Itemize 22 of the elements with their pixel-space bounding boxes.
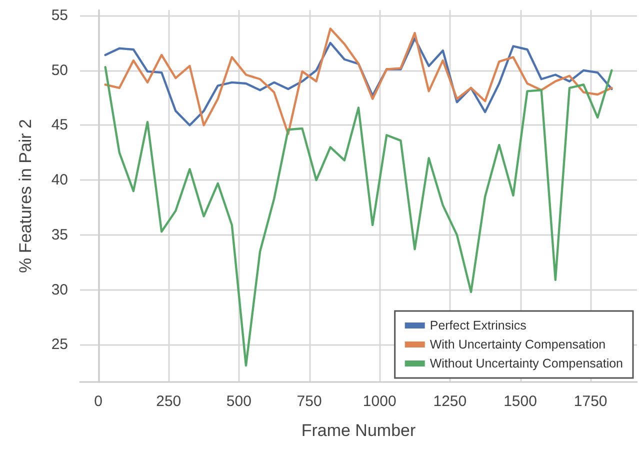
y-tick-label: 55 <box>51 6 68 24</box>
line-series <box>104 28 613 136</box>
line-series <box>104 37 613 126</box>
legend-label: Perfect Extrinsics <box>430 318 526 332</box>
legend-label: With Uncertainty Compensation <box>430 338 606 352</box>
y-tick-label: 40 <box>51 172 68 189</box>
y-tick-label: 35 <box>51 226 68 244</box>
x-tick-label: 1250 <box>433 393 467 410</box>
x-tick-label: 1000 <box>362 393 396 410</box>
x-axis-title: Frame Number <box>301 421 416 440</box>
x-tick-label: 750 <box>296 393 322 410</box>
x-tick-label: 1750 <box>574 393 608 410</box>
x-tick-label: 1500 <box>504 393 537 410</box>
y-tick-label: 30 <box>51 281 68 298</box>
x-tick-label: 500 <box>226 393 252 410</box>
x-tick-label: 0 <box>94 393 102 410</box>
y-tick-label: 50 <box>51 62 68 79</box>
y-tick-label: 25 <box>51 336 68 354</box>
y-tick-label: 45 <box>51 116 68 134</box>
x-tick-label: 250 <box>156 393 182 410</box>
y-axis-title: % Features in Pair 2 <box>16 118 35 274</box>
legend-label: Without Uncertainty Compensation <box>430 356 624 370</box>
